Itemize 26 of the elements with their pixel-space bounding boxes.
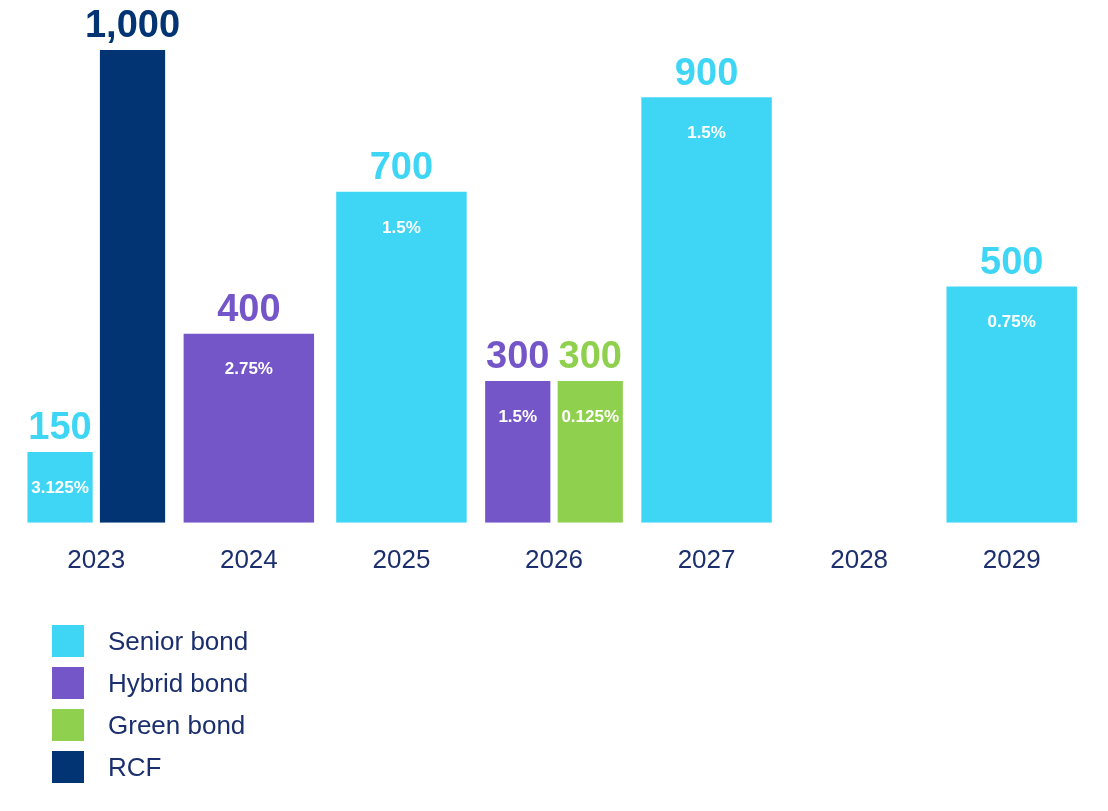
data-label: 900 [674, 50, 739, 93]
data-label: 300 [558, 334, 622, 377]
data-label: 400 [217, 287, 281, 330]
data-label: 300 [486, 334, 550, 377]
legend-label: RCF [108, 751, 162, 783]
legend-label: Senior bond [108, 625, 249, 657]
x-tick-label: 2026 [525, 543, 583, 574]
legend-label: Hybrid bond [108, 667, 249, 699]
data-label: 700 [369, 145, 434, 188]
annotation: 1.5% [498, 406, 538, 426]
annotation: 0.75% [987, 312, 1036, 332]
data-label: 1,000 [84, 3, 181, 46]
annotation: 1.5% [382, 217, 421, 237]
x-tick-label: 2023 [67, 543, 126, 574]
annotation: 0.125% [561, 406, 620, 426]
x-tick-label: 2027 [677, 543, 736, 574]
x-tick-label: 2024 [219, 543, 278, 574]
legend-label: Green bond [108, 709, 246, 741]
annotation: 3.125% [31, 477, 89, 497]
x-tick-label: 2025 [372, 543, 431, 574]
data-label: 150 [28, 405, 92, 448]
x-tick-label: 2029 [982, 543, 1041, 574]
annotation: 2.75% [224, 359, 273, 379]
annotation: 1.5% [687, 122, 726, 142]
data-label: 500 [980, 239, 1044, 282]
x-tick-label: 2028 [830, 543, 889, 574]
